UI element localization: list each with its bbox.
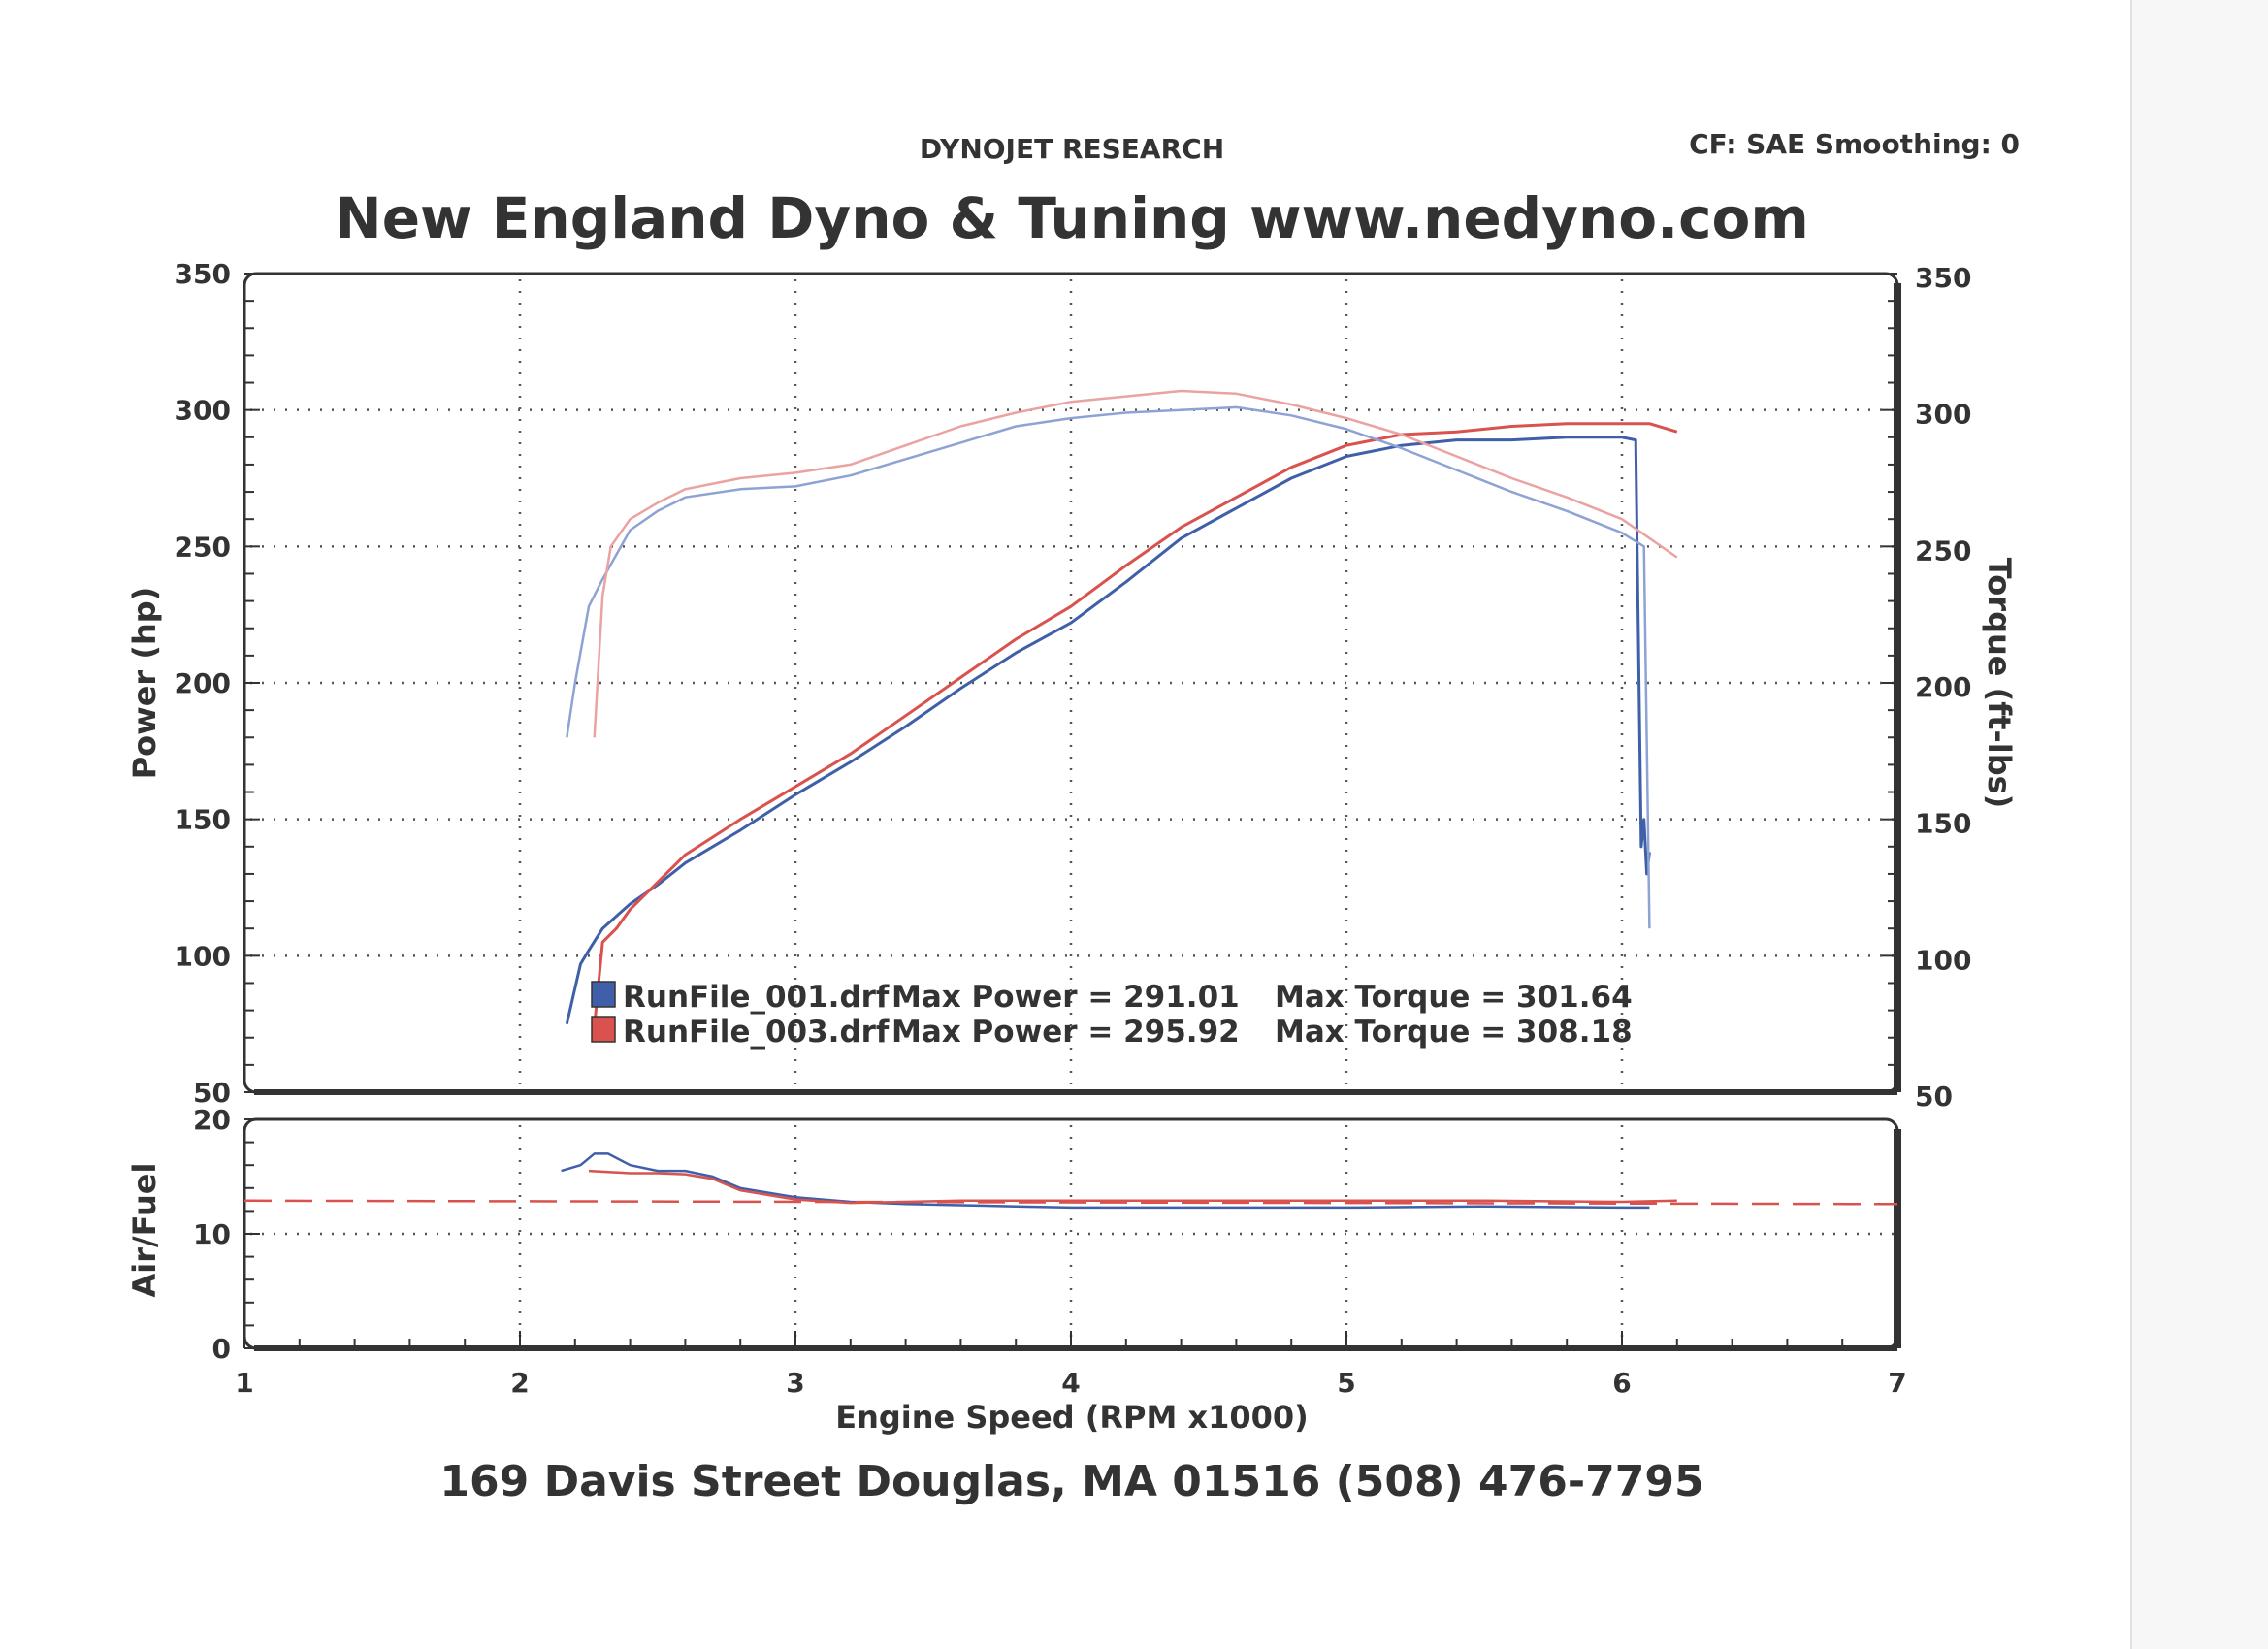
x-axis-title: Engine Speed (RPM x1000)	[835, 1399, 1309, 1436]
y-tick-label: 250	[175, 531, 231, 563]
x-tick-label: 1	[235, 1367, 253, 1399]
y-axis-title-torque: Torque (ft-lbs)	[1981, 558, 2018, 809]
y2-tick-label: 150	[1915, 808, 1971, 840]
y-tick-label: 150	[175, 804, 231, 836]
main-series	[565, 389, 1678, 1027]
afr-plot-frame	[243, 1117, 1899, 1350]
x-tick-label: 7	[1888, 1367, 1906, 1399]
legend-swatch-run2	[591, 1016, 616, 1043]
y-tick-label: 300	[175, 395, 231, 427]
afr-tick-label: 0	[212, 1333, 231, 1365]
legend-file-run1: RunFile_001.drf	[623, 980, 890, 1015]
legend: RunFile_001.drf Max Power = 291.01 Max T…	[591, 980, 1633, 1050]
y2-tick-label: 350	[1915, 262, 1971, 294]
legend-max-torque-run1: Max Torque = 301.64	[1275, 980, 1633, 1015]
y2-tick-label: 300	[1915, 399, 1971, 431]
tick-labels: 1 2 3 4 5 6 7501001502002503003505010015020025…	[175, 258, 1972, 1399]
y-axis-title-airfuel: Air/Fuel	[126, 1163, 163, 1298]
legend-file-run2: RunFile_003.drf	[623, 1015, 890, 1050]
y2-tick-label: 200	[1915, 671, 1971, 703]
legend-swatch-run1	[591, 981, 616, 1008]
legend-max-torque-run2: Max Torque = 308.18	[1275, 1015, 1633, 1050]
series-torque-runfile001drf	[566, 405, 1651, 929]
afr-tick-label: 20	[193, 1104, 231, 1136]
y2-tick-label: 250	[1915, 534, 1971, 566]
afr-series	[243, 1152, 1898, 1210]
y-tick-label: 100	[175, 940, 231, 972]
y-tick-label: 200	[175, 667, 231, 699]
afr-tick-label: 10	[193, 1218, 231, 1250]
afr-grid	[250, 1125, 1894, 1344]
axis-ticks	[243, 273, 1898, 1349]
x-tick-label: 6	[1612, 1367, 1631, 1399]
y-axis-title-power: Power (hp)	[126, 587, 163, 780]
afr-series-reference	[243, 1199, 1898, 1206]
footer-address: 169 Davis Street Douglas, MA 01516 (508)…	[439, 1457, 1703, 1506]
x-tick-label: 4	[1061, 1367, 1080, 1399]
settings-label: CF: SAE Smoothing: 0	[1689, 128, 2020, 160]
company-label: DYNOJET RESEARCH	[920, 133, 1224, 165]
legend-max-power-run1: Max Power = 291.01	[891, 980, 1240, 1015]
scanned-page-edge	[2130, 0, 2268, 1649]
afr-series-runfile003drf	[588, 1169, 1677, 1205]
chart-title: New England Dyno & Tuning www.nedyno.com	[335, 185, 1809, 251]
series-torque-runfile003drf	[593, 389, 1678, 738]
legend-max-power-run2: Max Power = 295.92	[891, 1015, 1240, 1050]
y-tick-label: 50	[193, 1077, 231, 1109]
series-power-runfile001drf	[565, 436, 1651, 1025]
y2-tick-label: 100	[1915, 944, 1971, 976]
x-tick-label: 2	[510, 1367, 529, 1399]
x-tick-label: 5	[1337, 1367, 1355, 1399]
x-tick-label: 3	[786, 1367, 804, 1399]
y2-tick-label: 50	[1915, 1081, 1953, 1113]
afr-series-runfile001drf	[561, 1152, 1650, 1210]
series-power-runfile003drf	[593, 422, 1678, 1027]
y-tick-label: 350	[175, 258, 231, 290]
